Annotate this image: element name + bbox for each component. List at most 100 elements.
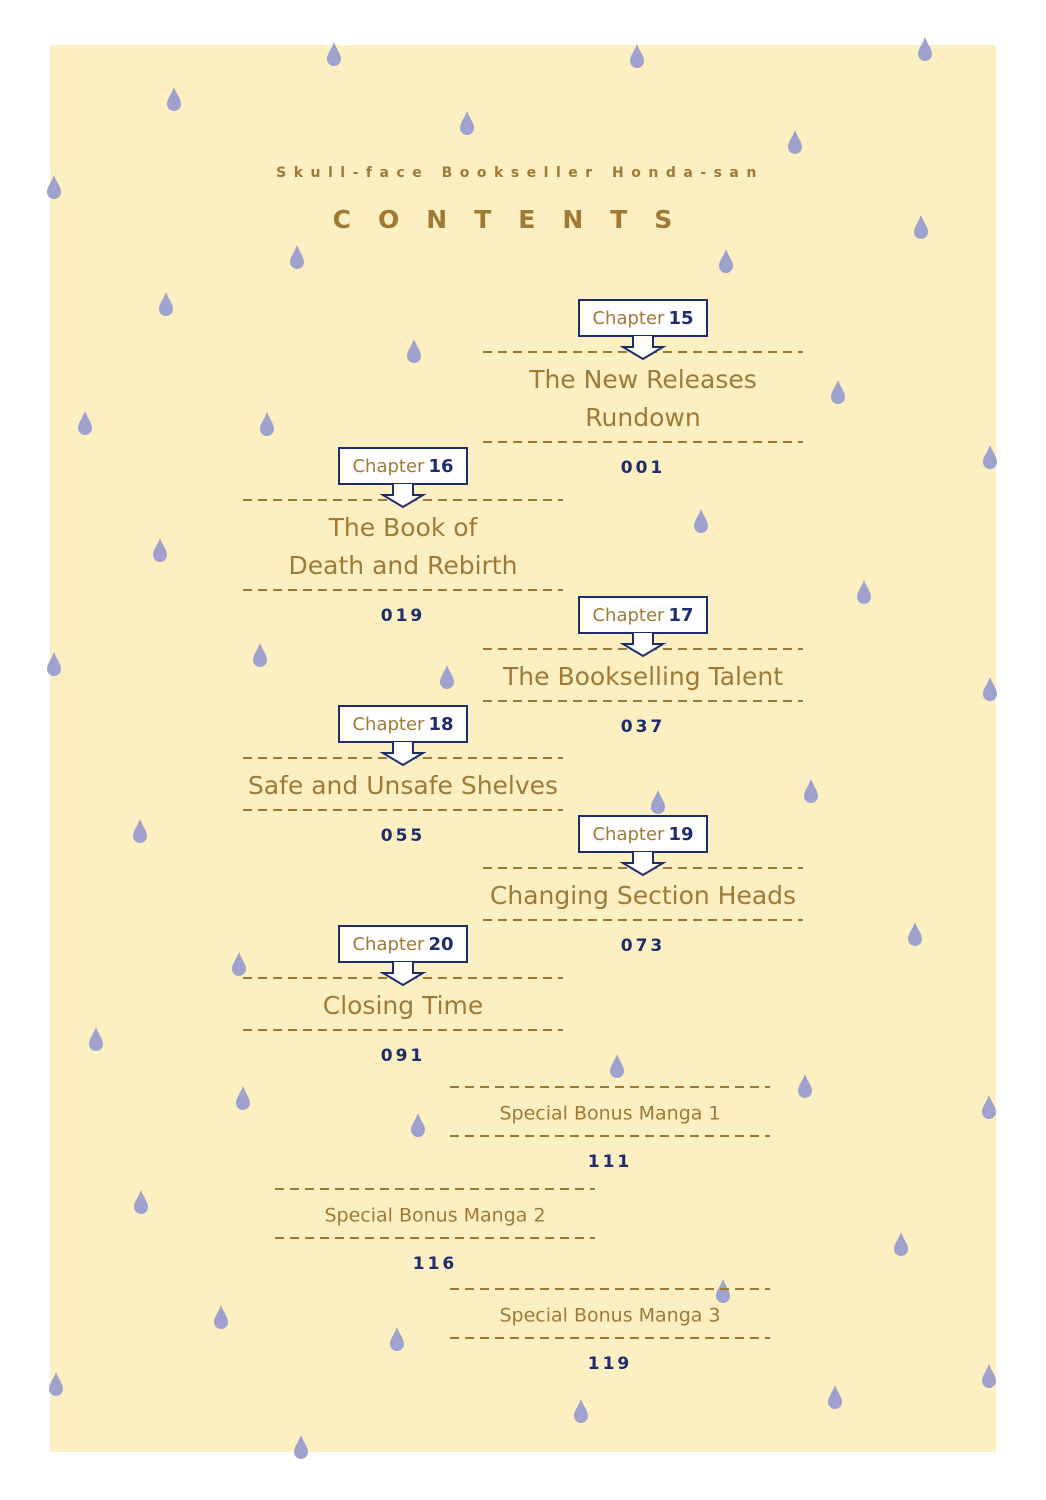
raindrop: [828, 1385, 842, 1409]
chapter-entry: Chapter 15 The New Releases Rundown 001: [483, 299, 803, 478]
chapter-number: 16: [428, 456, 453, 477]
bonus-title: Special Bonus Manga 2: [324, 1205, 545, 1227]
chapter-label: Chapter 17: [592, 605, 693, 626]
chapter-number: 19: [668, 824, 693, 845]
chapter-title: Death and Rebirth: [289, 551, 518, 580]
chapter-number: 18: [428, 714, 453, 735]
bonus-title: Special Bonus Manga 3: [499, 1305, 720, 1327]
raindrops: [47, 37, 997, 1459]
raindrop: [804, 779, 818, 803]
bonus-entry: Special Bonus Manga 2 116: [275, 1188, 595, 1274]
raindrop: [390, 1327, 404, 1351]
raindrop: [134, 1190, 148, 1214]
raindrop: [460, 111, 474, 135]
chapter-entry: Chapter 16 The Book of Death and Rebirth 019: [243, 447, 563, 626]
chapter-entry: Chapter 20 Closing Time 091: [243, 925, 563, 1066]
raindrop: [236, 1086, 250, 1110]
arrow: [379, 742, 427, 767]
raindrop: [982, 1095, 996, 1119]
raindrop: [153, 538, 167, 562]
page-number: 055: [381, 826, 426, 846]
page-number: 091: [381, 1046, 426, 1066]
raindrop: [167, 87, 181, 111]
raindrop: [982, 1364, 996, 1388]
raindrop: [908, 922, 922, 946]
chapter-entry: Chapter 19 Changing Section Heads 073: [483, 815, 803, 956]
chapter-word: Chapter: [352, 456, 425, 477]
raindrop: [89, 1027, 103, 1051]
raindrop: [411, 1113, 425, 1137]
raindrop: [232, 952, 246, 976]
raindrop: [983, 677, 997, 701]
chapter-number: 20: [428, 934, 453, 955]
page-number: 001: [621, 458, 666, 478]
raindrop: [294, 1435, 308, 1459]
bonus-entry: Special Bonus Manga 3 119: [450, 1288, 770, 1374]
raindrop: [407, 339, 421, 363]
subtitle: Skull-face Bookseller Honda-san: [276, 165, 764, 181]
raindrop: [630, 44, 644, 68]
arrow: [619, 852, 667, 877]
raindrop: [716, 1279, 730, 1303]
arrow: [619, 336, 667, 361]
raindrop: [894, 1232, 908, 1256]
raindrop: [719, 249, 733, 273]
raindrop: [49, 1372, 63, 1396]
chapter-title: Changing Section Heads: [490, 881, 796, 910]
raindrop: [47, 175, 61, 199]
chapter-label: Chapter 16: [352, 456, 453, 477]
chapter-title: Closing Time: [323, 991, 484, 1020]
chapter-word: Chapter: [352, 934, 425, 955]
raindrop: [983, 445, 997, 469]
chapter-box: [578, 596, 708, 634]
chapter-box: [578, 299, 708, 337]
chapter-label: Chapter 20: [352, 934, 453, 955]
chapter-title: Rundown: [585, 403, 700, 432]
raindrop: [253, 643, 267, 667]
chapter-entry: Chapter 17 The Bookselling Talent 037: [483, 596, 803, 737]
arrow: [619, 633, 667, 658]
raindrop: [327, 42, 341, 66]
page-number: 116: [413, 1254, 458, 1274]
raindrop: [651, 790, 665, 814]
raindrop: [214, 1305, 228, 1329]
bonus-title: Special Bonus Manga 1: [499, 1103, 720, 1125]
chapter-label: Chapter 18: [352, 714, 453, 735]
chapter-word: Chapter: [592, 824, 665, 845]
chapter-box: [338, 705, 468, 743]
raindrop: [574, 1399, 588, 1423]
chapter-box: [338, 447, 468, 485]
page-number: 119: [588, 1354, 633, 1374]
raindrop: [918, 37, 932, 61]
arrow: [379, 484, 427, 509]
title: CONTENTS: [333, 205, 700, 234]
chapter-title: Safe and Unsafe Shelves: [248, 771, 558, 800]
chapter-title: The Bookselling Talent: [502, 662, 783, 691]
raindrop: [47, 652, 61, 676]
raindrop: [798, 1074, 812, 1098]
arrow: [379, 962, 427, 987]
raindrop: [260, 412, 274, 436]
chapter-title: The Book of: [328, 513, 479, 542]
chapter-label: Chapter 19: [592, 824, 693, 845]
chapter-number: 17: [668, 605, 693, 626]
chapter-box: [578, 815, 708, 853]
raindrop: [914, 215, 928, 239]
page-number: 073: [621, 936, 666, 956]
raindrop: [440, 665, 454, 689]
raindrop: [831, 380, 845, 404]
raindrop: [694, 509, 708, 533]
chapter-word: Chapter: [592, 308, 665, 329]
chapter-word: Chapter: [592, 605, 665, 626]
page-number: 111: [588, 1152, 633, 1172]
raindrop: [610, 1054, 624, 1078]
chapter-word: Chapter: [352, 714, 425, 735]
raindrop: [78, 411, 92, 435]
chapter-label: Chapter 15: [592, 308, 693, 329]
raindrop: [290, 245, 304, 269]
bonus-entry: Special Bonus Manga 1 111: [450, 1086, 770, 1172]
raindrop: [788, 130, 802, 154]
page-number: 019: [381, 606, 426, 626]
